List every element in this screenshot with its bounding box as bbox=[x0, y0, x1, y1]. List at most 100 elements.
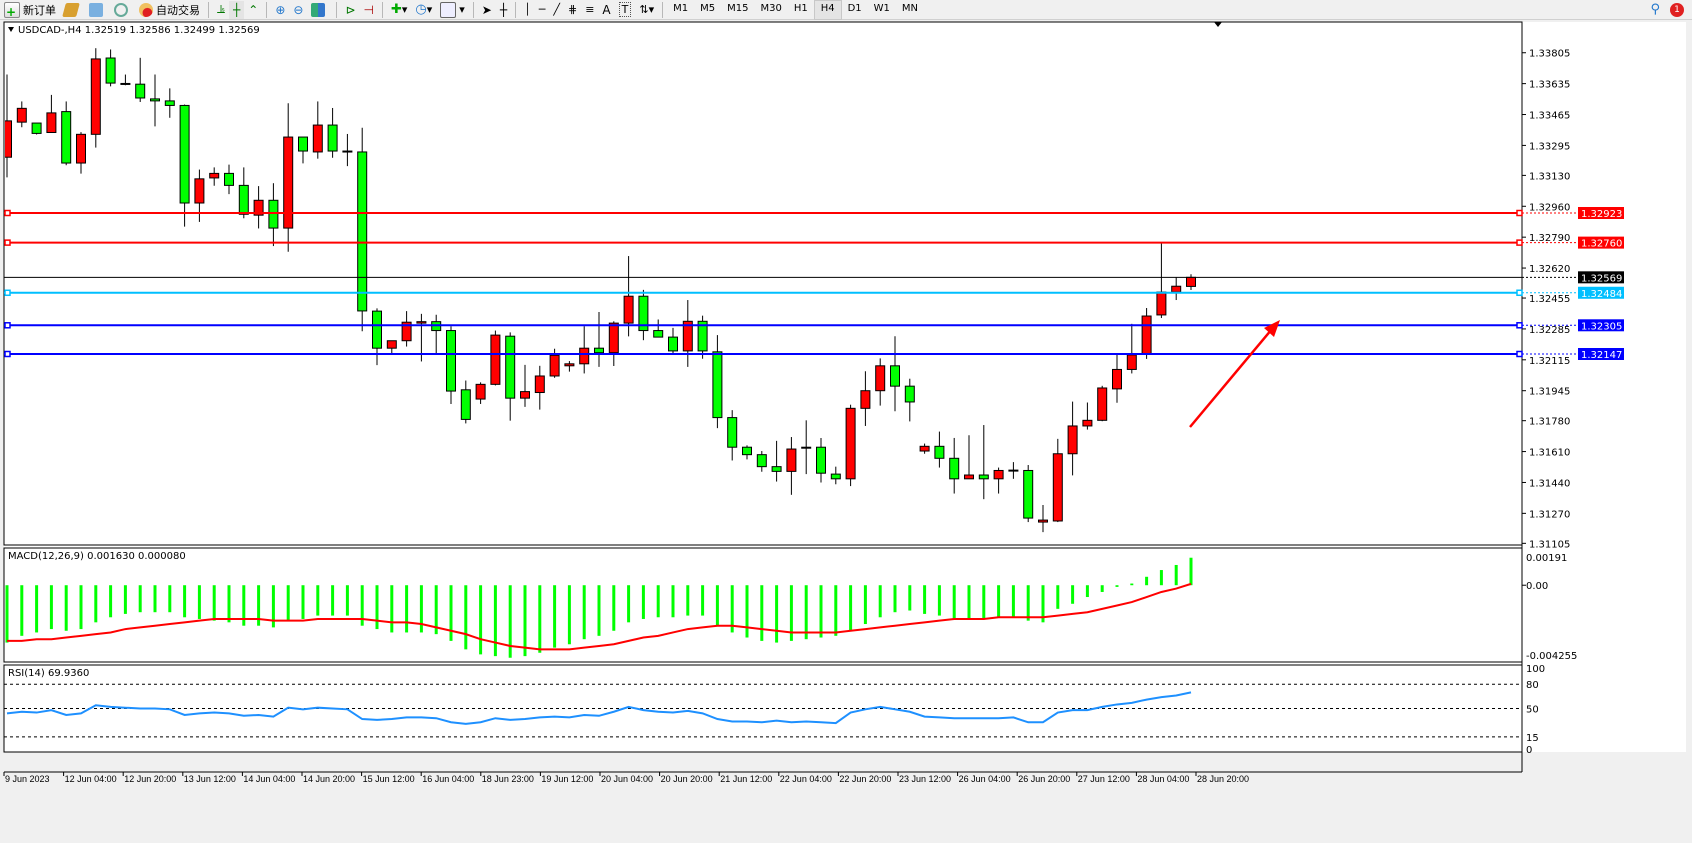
level-handle-right[interactable] bbox=[1516, 209, 1523, 217]
timeframe-h4[interactable]: H4 bbox=[813, 0, 842, 20]
candle-bull[interactable] bbox=[786, 448, 797, 472]
candle-bull[interactable] bbox=[964, 474, 974, 480]
candle-bull[interactable] bbox=[90, 58, 101, 135]
candle-bull[interactable] bbox=[194, 178, 205, 204]
candle-bear[interactable] bbox=[904, 385, 915, 403]
candle-bull[interactable] bbox=[1141, 315, 1152, 355]
candle-bear[interactable] bbox=[949, 457, 960, 480]
candle-bull[interactable] bbox=[312, 124, 323, 153]
candle-bear[interactable] bbox=[742, 446, 752, 456]
candle-bull[interactable] bbox=[549, 354, 560, 377]
level-handle-left[interactable] bbox=[4, 289, 11, 297]
search-icon[interactable]: ⚲ bbox=[1650, 2, 1660, 17]
candle-bull[interactable] bbox=[682, 320, 693, 352]
candle-bull[interactable] bbox=[860, 390, 871, 409]
candle-bear[interactable] bbox=[756, 454, 767, 468]
candle-bear[interactable] bbox=[224, 172, 234, 186]
candle-bull[interactable] bbox=[564, 363, 575, 367]
fibonacci-button[interactable]: ⋕ bbox=[564, 1, 581, 19]
timeframe-h1[interactable]: H1 bbox=[793, 2, 808, 14]
candle-bear[interactable] bbox=[298, 136, 308, 152]
candle-bear[interactable] bbox=[830, 473, 841, 480]
candle-bear[interactable] bbox=[105, 57, 116, 84]
candle-bull[interactable] bbox=[475, 383, 486, 400]
timeframe-mn[interactable]: MN bbox=[901, 2, 919, 14]
candle-bear[interactable] bbox=[179, 104, 190, 204]
candle-chart-button[interactable]: ┼ bbox=[229, 0, 245, 19]
candle-bull[interactable] bbox=[993, 469, 1004, 480]
fibo-channel-button[interactable]: ≡ bbox=[581, 1, 598, 19]
notification-icon[interactable]: 1 bbox=[1670, 2, 1684, 17]
candle-bear[interactable] bbox=[164, 100, 175, 106]
candle-bear[interactable] bbox=[268, 199, 279, 229]
candle-bull[interactable] bbox=[1156, 291, 1167, 316]
zoom-out-button[interactable]: ⊖ bbox=[289, 1, 307, 19]
candle-bear[interactable] bbox=[594, 347, 604, 354]
candle-bull[interactable] bbox=[1171, 285, 1182, 293]
level-handle-right[interactable] bbox=[1516, 239, 1523, 246]
candle-bull[interactable] bbox=[16, 107, 27, 123]
level-handle-right[interactable] bbox=[1516, 322, 1523, 329]
candle-bear[interactable] bbox=[638, 295, 649, 332]
candle-bull[interactable] bbox=[919, 445, 930, 452]
candle-bull[interactable] bbox=[534, 375, 545, 394]
level-handle-right[interactable] bbox=[1516, 289, 1523, 297]
signal-button[interactable] bbox=[110, 1, 135, 19]
arrows-button[interactable]: ⇅ ▾ bbox=[639, 3, 655, 16]
candle-bear[interactable] bbox=[668, 336, 678, 352]
terminal-button[interactable] bbox=[85, 1, 110, 19]
candle-bear[interactable] bbox=[890, 365, 900, 387]
timeframe-m30[interactable]: M30 bbox=[760, 2, 782, 14]
candle-bear[interactable] bbox=[653, 330, 664, 338]
trendline-button[interactable]: ╱ bbox=[549, 1, 564, 19]
candle-bull[interactable] bbox=[1112, 368, 1122, 390]
collapse-triangle-icon[interactable] bbox=[8, 27, 14, 32]
candle-bull[interactable] bbox=[46, 112, 57, 134]
candle-bull[interactable] bbox=[1186, 276, 1196, 287]
vertical-line-button[interactable]: │ bbox=[520, 1, 535, 19]
candle-bear[interactable] bbox=[727, 417, 738, 448]
candle-bear[interactable] bbox=[1008, 469, 1019, 472]
cursor-button[interactable]: ➤ bbox=[478, 1, 496, 19]
candle-bull[interactable] bbox=[579, 347, 590, 365]
candle-bear[interactable] bbox=[978, 474, 989, 480]
candle-bull[interactable] bbox=[386, 340, 397, 349]
candle-bull[interactable] bbox=[1126, 354, 1137, 370]
candle-bear[interactable] bbox=[342, 150, 353, 153]
timeframe-m15[interactable]: M15 bbox=[727, 2, 749, 14]
candle-bull[interactable] bbox=[608, 322, 619, 354]
timeframe-m5[interactable]: M5 bbox=[700, 2, 716, 14]
new-order-button[interactable]: + 新订单 bbox=[0, 1, 60, 19]
periods-button[interactable]: ◷ ▾ bbox=[415, 2, 433, 17]
candle-bear[interactable] bbox=[327, 124, 338, 152]
candle-bear[interactable] bbox=[135, 83, 146, 99]
candle-bear[interactable] bbox=[120, 82, 131, 85]
line-chart-button[interactable]: ⌃ bbox=[244, 1, 262, 19]
autoscroll-button[interactable]: ⊳ bbox=[341, 1, 359, 19]
level-handle-left[interactable] bbox=[4, 350, 11, 358]
candle-bull[interactable] bbox=[1052, 453, 1063, 522]
candle-bull[interactable] bbox=[1038, 519, 1048, 523]
candle-bear[interactable] bbox=[801, 446, 812, 449]
candle-bull[interactable] bbox=[1082, 419, 1093, 427]
candle-bear[interactable] bbox=[771, 466, 782, 472]
candle-bear[interactable] bbox=[61, 111, 72, 164]
bar-chart-button[interactable]: ⫡ bbox=[213, 1, 229, 19]
crosshair-button[interactable]: ┼ bbox=[496, 1, 511, 19]
candle-bear[interactable] bbox=[697, 320, 708, 352]
candle-bull[interactable] bbox=[1097, 387, 1108, 421]
timeframe-d1[interactable]: D1 bbox=[847, 2, 862, 14]
candle-bear[interactable] bbox=[460, 389, 471, 420]
text-label-button[interactable]: T bbox=[615, 1, 636, 19]
auto-trade-button[interactable]: 自动交易 bbox=[135, 1, 204, 19]
candle-bull[interactable] bbox=[253, 199, 264, 216]
level-handle-left[interactable] bbox=[4, 239, 11, 246]
level-handle-right[interactable] bbox=[1516, 350, 1523, 358]
indicators-button[interactable]: ✚ ▾ bbox=[390, 2, 408, 17]
chart-shift-button[interactable]: ⊣ bbox=[360, 1, 378, 19]
candle-bull[interactable] bbox=[76, 133, 86, 164]
templates-button[interactable]: ▾ bbox=[436, 1, 469, 19]
candle-bear[interactable] bbox=[150, 98, 160, 102]
candle-bull[interactable] bbox=[209, 172, 220, 179]
